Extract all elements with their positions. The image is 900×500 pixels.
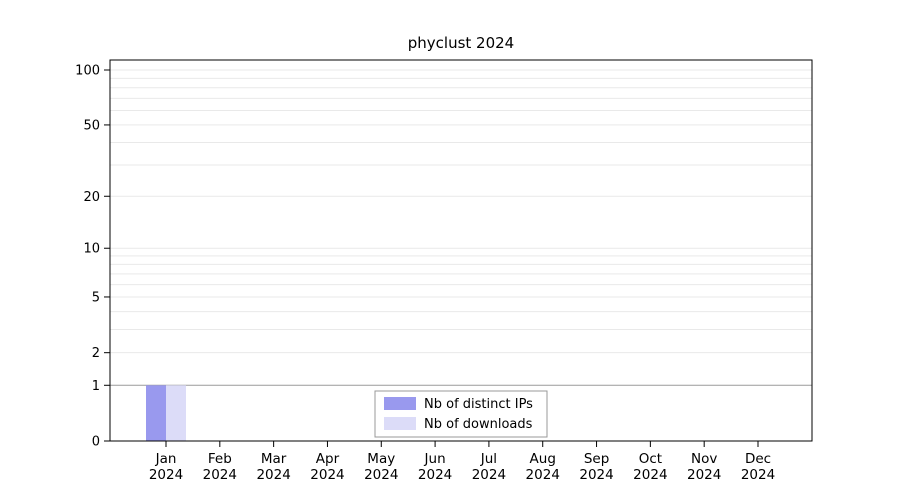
y-tick-label: 0 [92,435,100,450]
bar-series-0-jan [146,385,166,441]
x-tick-label-month: Apr [316,451,340,467]
x-tick-label-month: Jan [155,451,177,467]
x-tick-label-year: 2024 [203,467,237,483]
x-tick-label-year: 2024 [687,467,721,483]
legend-label: Nb of downloads [424,417,533,432]
x-tick-label-year: 2024 [364,467,398,483]
legend-swatch [384,397,416,410]
x-tick-label-year: 2024 [256,467,290,483]
x-tick-label-month: Dec [745,451,771,467]
x-tick-label-year: 2024 [526,467,560,483]
x-tick-label-month: May [367,451,395,467]
y-tick-label: 100 [75,64,100,79]
y-tick-label: 20 [83,190,100,205]
x-tick-label-month: Sep [584,451,609,467]
x-tick-label-month: Jun [424,451,446,467]
x-tick-label-month: Aug [530,451,556,467]
x-tick-label-year: 2024 [149,467,183,483]
y-tick-label: 1 [92,379,100,394]
legend-swatch [384,417,416,430]
x-tick-label-month: Jul [480,451,497,467]
x-tick-label-year: 2024 [472,467,506,483]
y-tick-label: 5 [92,290,100,305]
x-tick-label-month: Oct [639,451,662,467]
x-tick-label-month: Mar [261,451,287,467]
x-tick-label-month: Feb [208,451,232,467]
y-tick-label: 2 [92,346,100,361]
x-tick-label-year: 2024 [633,467,667,483]
x-tick-label-year: 2024 [741,467,775,483]
plot-border [109,59,813,442]
x-tick-label-year: 2024 [310,467,344,483]
x-tick-label-month: Nov [691,451,717,467]
y-tick-label: 10 [83,242,100,257]
x-tick-label-year: 2024 [418,467,452,483]
x-tick-label-year: 2024 [579,467,613,483]
bar-series-1-jan [166,385,186,441]
legend-label: Nb of distinct IPs [424,397,533,412]
y-tick-label: 50 [83,118,100,133]
chart-title: phyclust 2024 [407,34,515,52]
